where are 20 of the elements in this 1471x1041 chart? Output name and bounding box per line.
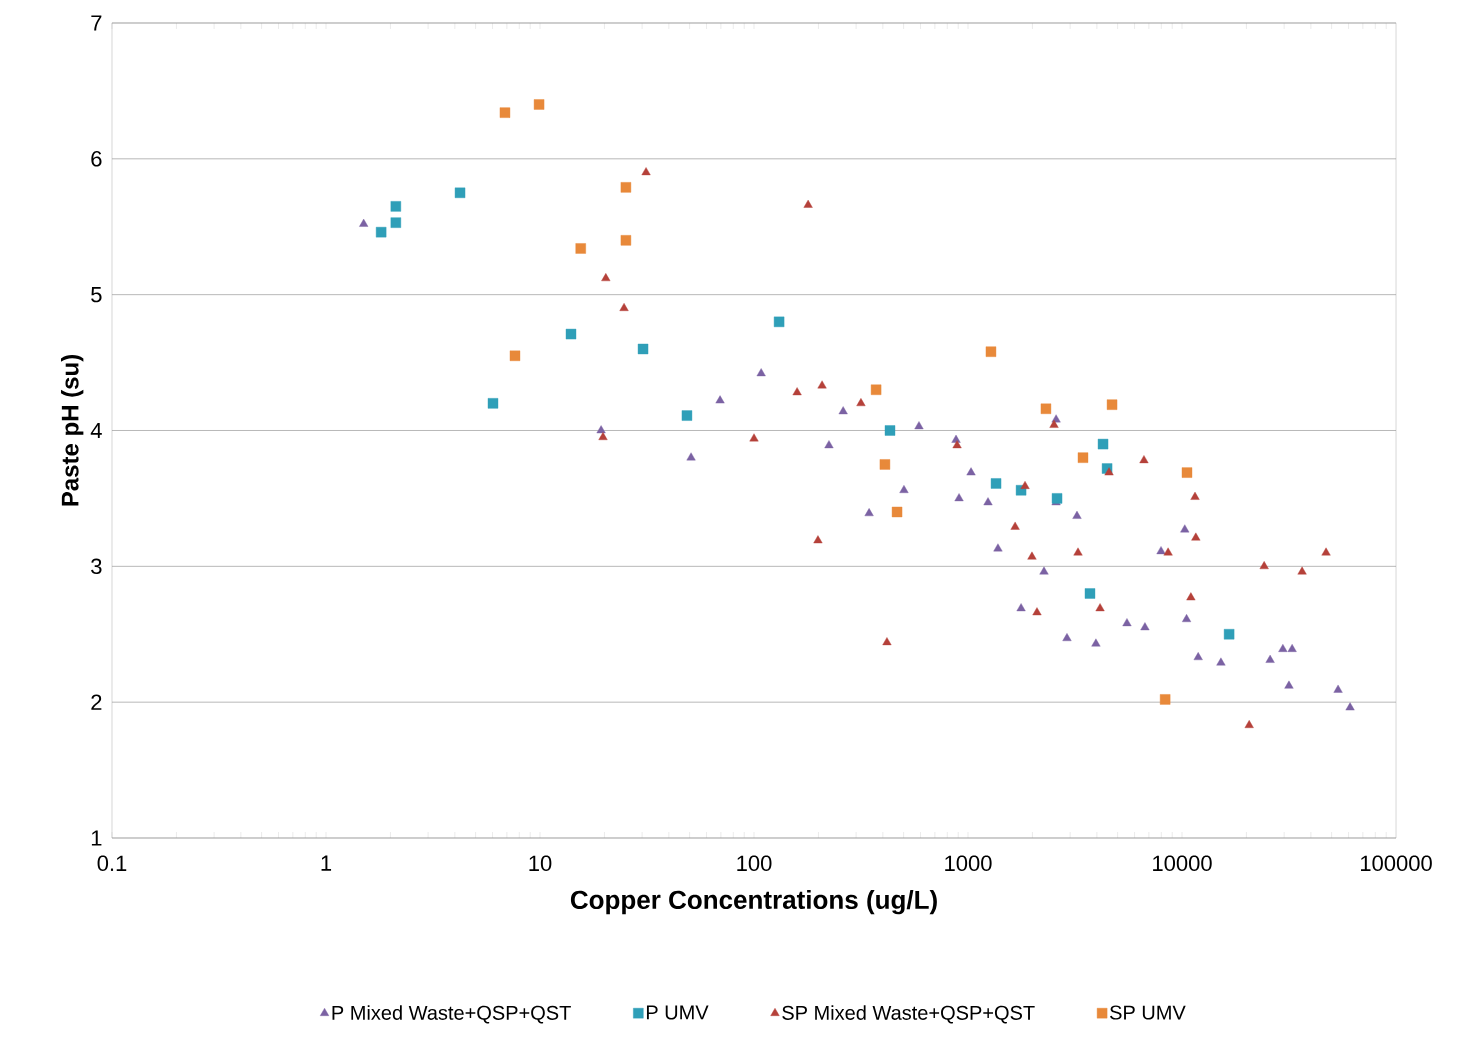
y-axis-title: Paste pH (su) [60,355,84,506]
y-tick-label: 5 [91,286,102,303]
x-tick-label: 0.1 [97,855,127,872]
y-tick-label: 2 [91,694,102,710]
y-tick-label: 1 [91,830,102,846]
x-tick-label: 100 [737,855,772,872]
y-tick-label: 3 [91,558,102,575]
x-axis-title: Copper Concentrations (ug/L) [570,889,937,915]
y-tick-label: 7 [91,15,102,31]
legend-label: P UMV [646,1005,709,1020]
y-tick-label: 6 [91,151,102,167]
x-tick-label: 100000 [1361,855,1432,872]
legend-label: SP UMV [1110,1005,1186,1020]
x-tick-label: 1000 [945,855,992,872]
legend-label: SP Mixed Waste+QSP+QST [782,1005,1035,1024]
y-tick-label: 4 [90,422,102,439]
x-tick-label: 10000 [1153,855,1212,872]
x-tick-label: 1 [321,855,332,871]
x-tick-label: 10 [529,855,552,872]
legend-label: P Mixed Waste+QSP+QST [332,1005,571,1024]
